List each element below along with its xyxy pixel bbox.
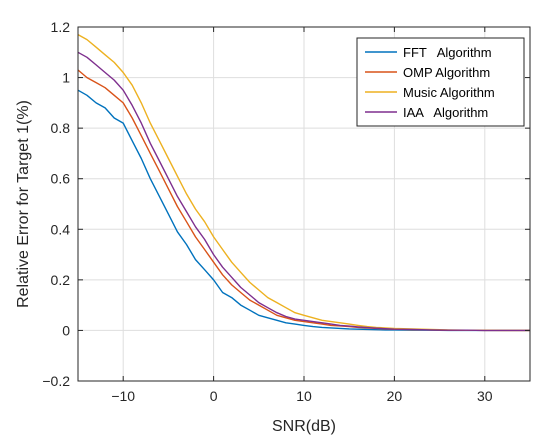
- series-line-3: [77, 51, 530, 332]
- y-tick-label: −0.2: [42, 373, 70, 389]
- legend-label-3: IAA Algorithm: [403, 105, 488, 120]
- legend-label-0: FFT Algorithm: [403, 45, 492, 60]
- y-tick-label: 1: [62, 70, 70, 86]
- x-tick-label: 20: [387, 388, 403, 404]
- y-tick-label: 0.6: [51, 171, 71, 187]
- x-tick-label: 10: [296, 388, 312, 404]
- x-tick-label: 30: [477, 388, 493, 404]
- series-line-2: [77, 33, 530, 332]
- y-tick-label: 0.2: [51, 272, 71, 288]
- x-axis-label: SNR(dB): [272, 418, 336, 435]
- legend-label-1: OMP Algorithm: [403, 65, 490, 80]
- y-tick-label: 1.2: [51, 19, 71, 35]
- y-axis-label: Relative Error for Target 1(%): [15, 100, 32, 308]
- x-tick-label: 0: [210, 388, 218, 404]
- legend-label-2: Music Algorithm: [403, 85, 495, 100]
- x-tick-label: −10: [111, 388, 135, 404]
- y-tick-label: 0.8: [51, 120, 71, 136]
- legend: FFT Algorithm OMP Algorithm Music Algorith…: [356, 37, 525, 127]
- x-axis-ticks: −10 0 10 20 30: [111, 27, 493, 404]
- y-tick-label: 0: [62, 322, 70, 338]
- y-axis-ticks: −0.2 0 0.2 0.4 0.6 0.8 1 1.2: [42, 19, 530, 389]
- series-lines: [77, 33, 530, 332]
- y-tick-label: 0.4: [51, 221, 71, 237]
